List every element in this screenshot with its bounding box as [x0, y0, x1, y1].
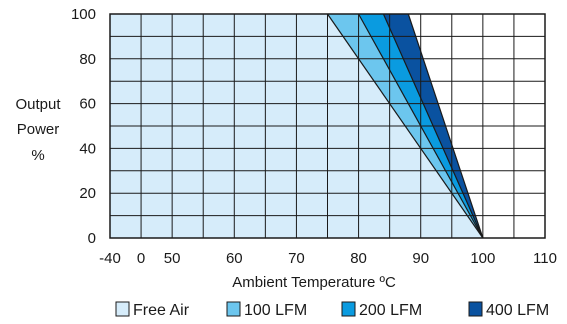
legend-label: Free Air: [133, 302, 190, 319]
legend-swatch: [468, 301, 483, 317]
y-tick-label: 80: [79, 51, 96, 68]
x-tick-label: 80: [350, 250, 367, 267]
legend-item-100-lfm: 100 LFM: [226, 301, 307, 319]
x-tick-label: 100: [470, 250, 495, 267]
x-tick-label: 50: [164, 250, 181, 267]
legend-swatch: [115, 301, 130, 317]
plot-border: [109, 13, 546, 239]
y-axis-label-line-3: %: [31, 147, 44, 164]
legend-item-200-lfm: 200 LFM: [341, 301, 422, 319]
legend-swatch: [226, 301, 241, 317]
boundary-line-200-lfm: [382, 13, 484, 239]
x-tick-label: 0: [137, 250, 145, 267]
x-tick-labels: -40 0 50 60 70 80 90 100 110: [99, 250, 557, 267]
x-tick-label: 70: [288, 250, 305, 267]
y-tick-label: 20: [79, 185, 96, 202]
plot-frame: [109, 13, 546, 239]
x-tick-label: 110: [533, 250, 557, 267]
y-tick-labels: 0 20 40 60 80 100: [71, 6, 96, 247]
boundary-line-100-lfm: [358, 13, 484, 239]
legend-item-400-lfm: 400 LFM: [468, 301, 549, 319]
x-tick-label: 60: [226, 250, 243, 267]
legend-item-free-air: Free Air: [115, 301, 190, 319]
x-axis-label: Ambient Temperature ºC: [232, 274, 396, 291]
boundary-line-free-air: [327, 13, 484, 239]
legend-label: 200 LFM: [359, 302, 422, 319]
y-tick-label: 100: [71, 6, 96, 23]
x-tick-label: -40: [99, 250, 121, 267]
boundary-line-400-lfm: [407, 13, 484, 239]
y-tick-label: 0: [88, 230, 96, 247]
y-tick-label: 60: [79, 96, 96, 113]
x-tick-label: 90: [412, 250, 429, 267]
legend-swatch: [341, 301, 356, 317]
legend-label: 100 LFM: [244, 302, 307, 319]
y-axis-label-line-1: Output: [15, 96, 61, 113]
grid: [110, 13, 545, 239]
y-tick-label: 40: [79, 140, 96, 157]
legend: Free Air 100 LFM 200 LFM 400 LFM: [115, 301, 549, 319]
y-axis-label-line-2: Power: [17, 121, 60, 138]
y-axis-label: Output Power %: [15, 96, 61, 164]
legend-label: 400 LFM: [486, 302, 549, 319]
